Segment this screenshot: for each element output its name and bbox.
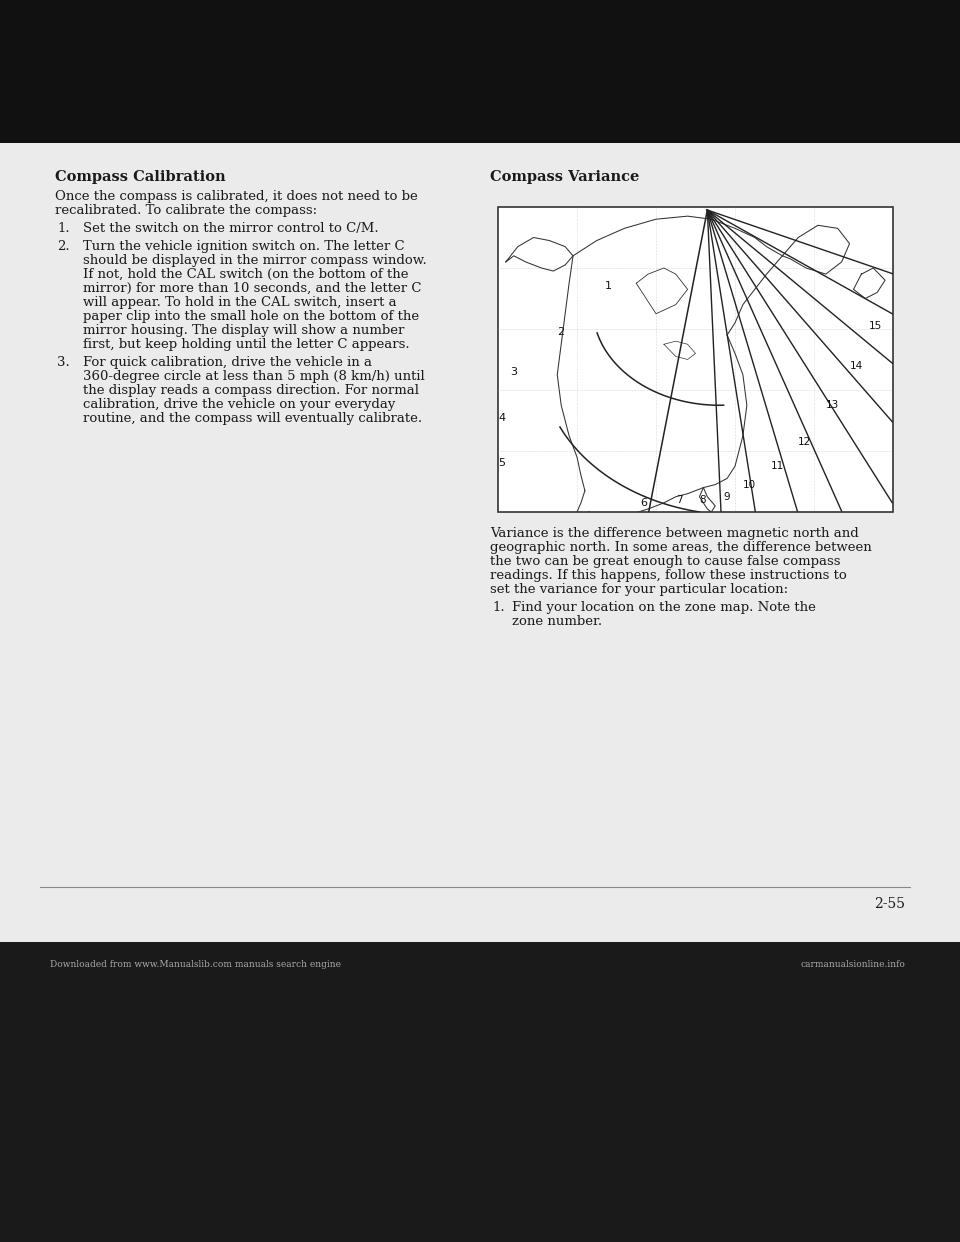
Bar [0, 143, 960, 941]
Text: zone number.: zone number. [512, 615, 602, 628]
Text: 2.: 2. [57, 240, 70, 253]
Text: 13: 13 [826, 400, 839, 410]
Text: readings. If this happens, follow these instructions to: readings. If this happens, follow these … [490, 569, 847, 582]
Text: 7: 7 [676, 494, 683, 504]
Text: 2-55: 2-55 [874, 897, 905, 910]
Text: 5: 5 [498, 458, 505, 468]
Text: 1.: 1. [57, 222, 70, 235]
Text: mirror housing. The display will show a number: mirror housing. The display will show a … [83, 324, 404, 337]
Text: 2: 2 [557, 327, 564, 337]
Text: Downloaded from www.Manualslib.com manuals search engine: Downloaded from www.Manualslib.com manua… [50, 960, 341, 969]
Text: 9: 9 [723, 492, 730, 502]
Text: Once the compass is calibrated, it does not need to be: Once the compass is calibrated, it does … [55, 190, 418, 202]
Text: carmanualsionline.info: carmanualsionline.info [800, 960, 905, 969]
Text: the two can be great enough to cause false compass: the two can be great enough to cause fal… [490, 555, 841, 568]
Text: 3: 3 [510, 366, 516, 376]
Text: For quick calibration, drive the vehicle in a: For quick calibration, drive the vehicle… [83, 356, 372, 369]
Text: 6: 6 [640, 498, 647, 508]
Text: If not, hold the CAL switch (on the bottom of the: If not, hold the CAL switch (on the bott… [83, 268, 409, 281]
Text: paper clip into the small hole on the bottom of the: paper clip into the small hole on the bo… [83, 310, 420, 323]
Text: set the variance for your particular location:: set the variance for your particular loc… [490, 582, 788, 596]
Bar [498, 207, 893, 512]
Text: 10: 10 [743, 479, 756, 489]
Text: routine, and the compass will eventually calibrate.: routine, and the compass will eventually… [83, 412, 422, 425]
Text: Turn the vehicle ignition switch on. The letter C: Turn the vehicle ignition switch on. The… [83, 240, 404, 253]
Bar [0, 0, 960, 143]
Text: Compass Variance: Compass Variance [490, 170, 639, 184]
Text: Find your location on the zone map. Note the: Find your location on the zone map. Note… [512, 601, 816, 614]
Text: should be displayed in the mirror compass window.: should be displayed in the mirror compas… [83, 255, 427, 267]
Text: 4: 4 [498, 412, 505, 422]
Text: the display reads a compass direction. For normal: the display reads a compass direction. F… [83, 384, 419, 397]
Text: 12: 12 [798, 437, 811, 447]
Text: calibration, drive the vehicle on your everyday: calibration, drive the vehicle on your e… [83, 397, 396, 411]
Text: 11: 11 [771, 461, 783, 471]
Text: 3.: 3. [57, 356, 70, 369]
Text: Set the switch on the mirror control to C/M.: Set the switch on the mirror control to … [83, 222, 378, 235]
Text: 8: 8 [700, 494, 706, 504]
Text: 360-degree circle at less than 5 mph (8 km/h) until: 360-degree circle at less than 5 mph (8 … [83, 370, 424, 383]
Text: Compass Calibration: Compass Calibration [55, 170, 226, 184]
Text: 1.: 1. [492, 601, 505, 614]
Text: will appear. To hold in the CAL switch, insert a: will appear. To hold in the CAL switch, … [83, 296, 396, 309]
Bar [0, 941, 960, 1242]
Text: geographic north. In some areas, the difference between: geographic north. In some areas, the dif… [490, 542, 872, 554]
Text: 1: 1 [605, 282, 612, 292]
Text: recalibrated. To calibrate the compass:: recalibrated. To calibrate the compass: [55, 204, 317, 217]
Text: 15: 15 [870, 320, 882, 332]
Text: first, but keep holding until the letter C appears.: first, but keep holding until the letter… [83, 338, 410, 351]
Text: Variance is the difference between magnetic north and: Variance is the difference between magne… [490, 527, 859, 540]
Text: 14: 14 [850, 360, 863, 370]
Text: mirror) for more than 10 seconds, and the letter C: mirror) for more than 10 seconds, and th… [83, 282, 421, 296]
